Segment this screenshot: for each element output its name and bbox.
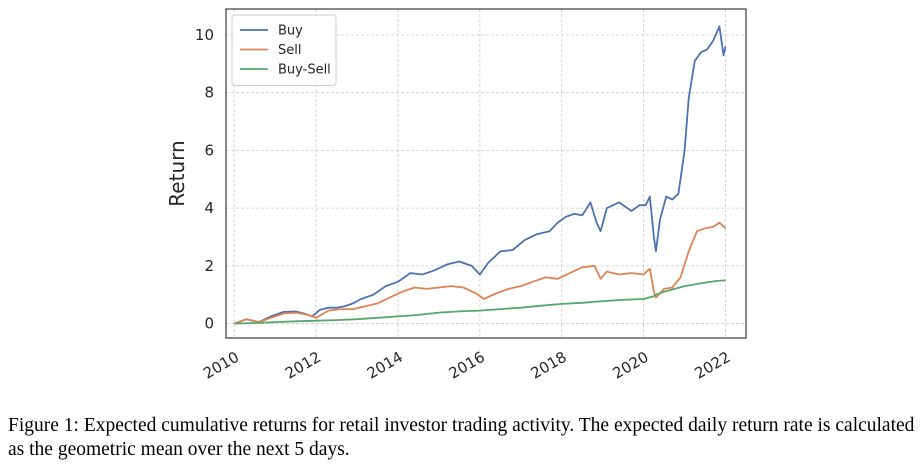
legend-box (231, 14, 337, 86)
x-tick-label: 2014 (364, 348, 406, 383)
y-axis-label: Return (165, 140, 189, 206)
figure-caption: Figure 1: Expected cumulative returns fo… (8, 415, 915, 460)
x-tick-label: 2020 (610, 348, 652, 383)
y-tick-label: 0 (204, 315, 214, 333)
plot-frame (225, 8, 747, 339)
legend-label-buy-sell: Buy-Sell (278, 63, 331, 78)
x-tick-label: 2016 (446, 348, 488, 383)
y-tick-label: 6 (204, 141, 214, 159)
y-tick-label: 10 (195, 26, 214, 44)
legend: Buy Sell Buy-Sell (231, 14, 337, 86)
legend-label-buy: Buy (278, 24, 303, 39)
series-line-buy-sell (234, 279, 726, 325)
y-tick-label: 2 (204, 257, 214, 275)
series-line-buy (233, 25, 727, 325)
x-tick-label: 2010 (200, 348, 242, 383)
y-axis-ticks: 0 2 4 6 8 10 (195, 26, 214, 333)
returns-chart: 0 2 4 6 8 10 2010 2012 2014 2016 2018 2020 2022 Ret… (165, 8, 747, 383)
x-tick-label: 2012 (282, 348, 324, 383)
series-line-sell (233, 221, 727, 325)
series-lines (233, 25, 727, 325)
legend-label-sell: Sell (278, 43, 301, 58)
x-axis-ticks: 2010 2012 2014 2016 2018 2020 2022 (200, 348, 733, 383)
x-tick-label: 2022 (691, 348, 733, 383)
y-tick-label: 8 (204, 84, 214, 102)
y-tick-label: 4 (204, 199, 214, 217)
x-tick-label: 2018 (528, 348, 570, 383)
